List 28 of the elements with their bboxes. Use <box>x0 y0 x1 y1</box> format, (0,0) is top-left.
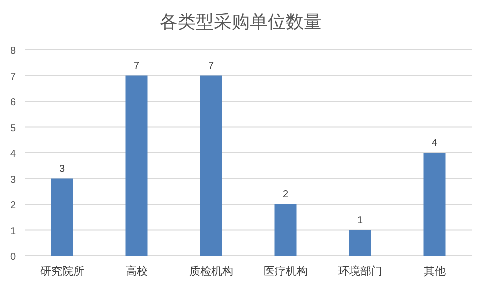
y-tick-label: 3 <box>10 174 16 186</box>
data-label: 7 <box>134 60 140 72</box>
y-tick-label: 5 <box>10 123 16 134</box>
y-tick-label: 6 <box>10 98 16 108</box>
bar <box>424 153 446 256</box>
data-label: 7 <box>208 60 214 72</box>
y-tick-label: 2 <box>10 200 16 212</box>
y-tick-label: 7 <box>10 72 16 83</box>
data-label: 4 <box>432 138 438 149</box>
x-tick-label: 高校 <box>126 265 148 278</box>
bar <box>126 76 148 256</box>
y-tick-label: 8 <box>10 46 16 57</box>
x-tick-label: 医疗机构 <box>264 265 308 278</box>
bar <box>349 230 372 256</box>
x-tick-label: 研究院所 <box>40 265 84 278</box>
x-tick-label: 质检机构 <box>189 265 234 278</box>
x-tick-label: 环境部门 <box>338 265 382 278</box>
y-tick-label: 4 <box>10 149 16 160</box>
x-tick-label: 其他 <box>424 265 446 278</box>
data-label: 3 <box>59 164 66 175</box>
bar <box>51 178 74 256</box>
bar <box>200 76 222 256</box>
title: 各类型采购单位数量 <box>160 12 322 32</box>
data-label: 1 <box>357 215 364 226</box>
bar <box>274 204 297 256</box>
y-tick-label: 1 <box>10 226 16 238</box>
y-tick-label: 0 <box>10 252 16 263</box>
data-label: 2 <box>282 190 289 200</box>
